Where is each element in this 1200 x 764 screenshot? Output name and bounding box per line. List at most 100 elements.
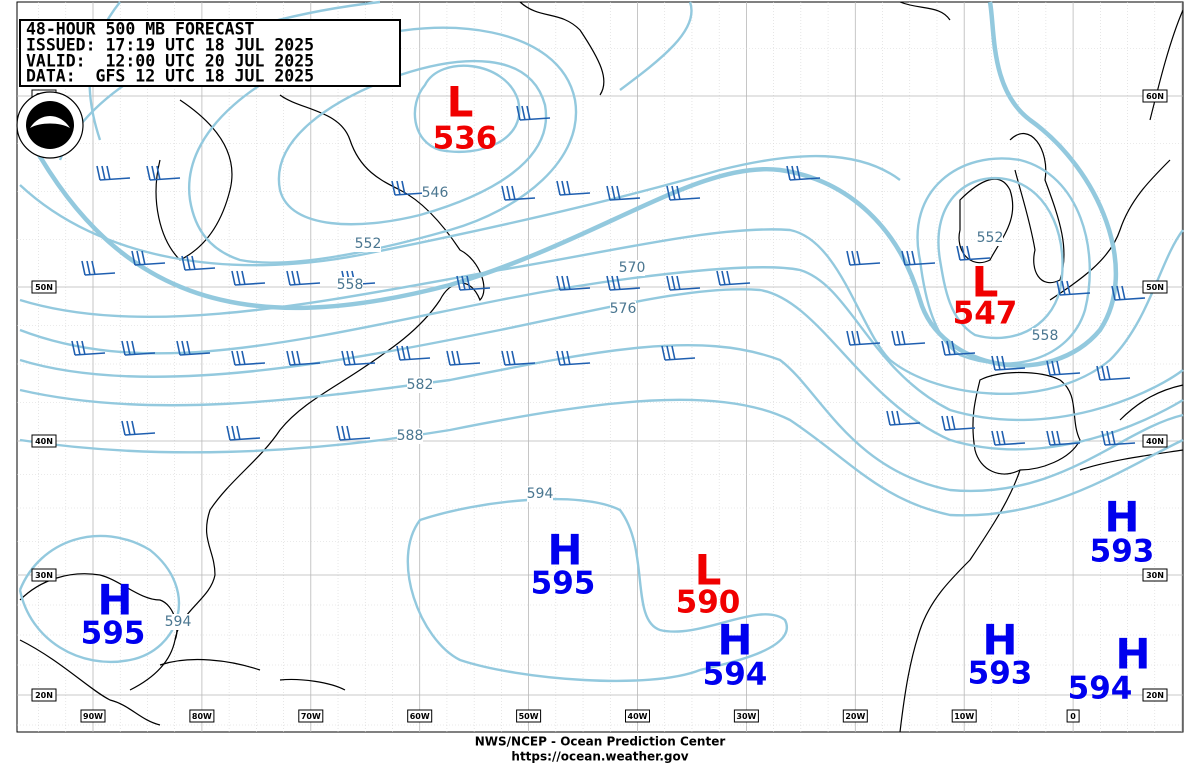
wind-barb [1056, 280, 1091, 296]
latitude-label: 20N [35, 691, 53, 700]
longitude-label: 40W [628, 712, 648, 721]
contour [19, 288, 1184, 451]
wind-barb [341, 350, 376, 366]
label-box [951, 709, 977, 723]
label-box [625, 709, 650, 723]
label-bg [355, 236, 381, 252]
wind-barb [446, 350, 481, 366]
longitude-label: 0 [1070, 712, 1076, 721]
label-bg [337, 277, 363, 293]
wind-barb [181, 255, 216, 271]
label-bg [165, 614, 191, 630]
label-box [31, 568, 57, 582]
label-box [1142, 280, 1168, 294]
contour-label: 576 [610, 301, 637, 317]
noaa-logo [16, 91, 84, 159]
latitude-label: 50N [35, 283, 53, 292]
label-bg [977, 230, 1003, 246]
wind-barb [501, 350, 536, 366]
coastline [159, 658, 346, 691]
latitude-label: 30N [35, 571, 53, 580]
label-bg [527, 486, 553, 502]
longitude-label: 60W [410, 712, 430, 721]
wind-barb [1096, 365, 1131, 381]
coastline [129, 94, 485, 691]
center-value: 593 [968, 656, 1033, 692]
height-contours [17, 0, 1184, 683]
wind-barb [336, 425, 371, 441]
contour [19, 266, 1184, 422]
center-value: 536 [433, 121, 498, 157]
label-bg [610, 301, 636, 317]
contour-label: 594 [527, 486, 554, 502]
wind-barb [846, 330, 881, 346]
wind-barb [226, 425, 261, 441]
contour-label: 552 [355, 236, 382, 252]
latitude-label: 60N [1146, 92, 1164, 101]
center-value: 547 [953, 296, 1018, 332]
wind-barbs [71, 105, 1146, 446]
wind-barb [96, 165, 131, 181]
wind-barb [716, 270, 751, 286]
coastline [519, 1, 951, 96]
center-value: 595 [81, 616, 146, 652]
latitude-label: 40N [35, 437, 53, 446]
center-value: 593 [1090, 534, 1155, 570]
label-box [1142, 434, 1168, 448]
label-box [189, 709, 215, 723]
wind-barb [1046, 430, 1081, 446]
contour-label: 570 [619, 260, 646, 276]
contour-label: 546 [422, 185, 449, 201]
wind-barb [666, 275, 701, 291]
contour [916, 157, 1091, 365]
label-box [80, 709, 106, 723]
wind-barb [991, 430, 1026, 446]
coastline [155, 99, 233, 261]
label-box [1142, 568, 1168, 582]
wind-barb [516, 105, 551, 121]
label-box [733, 709, 759, 723]
wind-barb [1101, 430, 1136, 446]
center-symbol: L [972, 258, 999, 307]
contour [277, 59, 548, 226]
wind-barb [396, 345, 431, 361]
contour [937, 176, 1064, 340]
wind-barb [846, 250, 881, 266]
header-line: 48-HOUR 500 MB FORECAST [26, 20, 255, 39]
wind-barb [121, 420, 156, 436]
center-symbol: H [97, 576, 132, 625]
wind-barb [941, 415, 976, 431]
coastline [19, 639, 161, 726]
wind-barb [286, 350, 321, 366]
wind-barb [606, 275, 641, 291]
longitude-label: 80W [192, 712, 212, 721]
center-symbol: L [447, 78, 474, 127]
contour [19, 344, 1184, 493]
wind-barb [886, 410, 921, 426]
header-line: VALID: 12:00 UTC 20 JUL 2025 [26, 52, 314, 71]
wind-barb [1111, 285, 1146, 301]
longitude-label: 90W [83, 712, 103, 721]
logo-disc [26, 101, 74, 149]
label-box [1142, 89, 1168, 103]
contour-label: 558 [337, 277, 364, 293]
center-value: 590 [676, 585, 741, 621]
label-bg [619, 260, 645, 276]
center-value: 594 [703, 657, 768, 693]
label-box [31, 688, 57, 702]
coastline [1049, 9, 1184, 301]
wind-barb [176, 340, 211, 356]
label-box [407, 709, 433, 723]
contour-label: 552 [977, 230, 1004, 246]
center-value: 594 [1068, 671, 1133, 707]
wind-barb [231, 350, 266, 366]
wind-barb [556, 180, 591, 196]
map-frame [16, 1, 1184, 733]
contour [406, 497, 789, 683]
wind-barb [146, 165, 181, 181]
longitude-label: 50W [519, 712, 539, 721]
header-line: DATA: GFS 12 UTC 18 JUL 2025 [26, 67, 314, 86]
wind-barb [556, 275, 591, 291]
center-symbol: H [547, 526, 582, 575]
